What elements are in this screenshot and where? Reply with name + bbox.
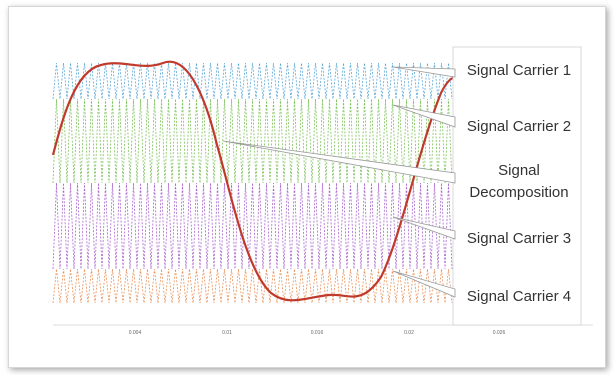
callout-pointer-carrier-4 [392,270,456,298]
callout-pointer-carrier-2 [392,104,456,128]
label-signal-decomposition-line-1: Signal [498,162,540,179]
carrier-band-3 [52,182,453,270]
carrier-3-waveform [52,182,453,270]
callout-pointer-decomposition [222,140,456,184]
x-axis-ticks: 0.004 0.01 0.016 0.02 0.026 [129,330,506,336]
label-signal-carrier-4: Signal Carrier 4 [467,288,571,305]
carrier-band-2 [52,98,453,184]
carrier-band-4 [52,268,453,304]
x-tick-label: 0.004 [129,330,142,336]
figure-frame: 0.004 0.01 0.016 0.02 0.026 Signal Carri… [8,6,606,368]
label-signal-carrier-2: Signal Carrier 2 [467,118,571,135]
modulating-signal-curve [51,60,462,302]
x-tick-label: 0.026 [493,330,506,336]
x-tick-label: 0.016 [311,330,324,336]
carrier-band-1 [52,62,453,100]
callout-box [452,46,582,326]
label-signal-decomposition-line-2: Decomposition [469,184,568,201]
carrier-1-waveform [52,62,453,100]
label-signal-carrier-1: Signal Carrier 1 [467,62,571,79]
carrier-4-waveform [52,268,453,304]
x-tick-label: 0.02 [404,330,414,336]
x-tick-label: 0.01 [222,330,232,336]
carrier-2-waveform [52,98,453,184]
callout-pointer-carrier-1 [392,66,456,78]
label-signal-carrier-3: Signal Carrier 3 [467,230,571,247]
signal-decomposition-diagram: 0.004 0.01 0.016 0.02 0.026 Signal Carri… [51,46,593,336]
callout-pointer-carrier-3 [392,216,456,240]
